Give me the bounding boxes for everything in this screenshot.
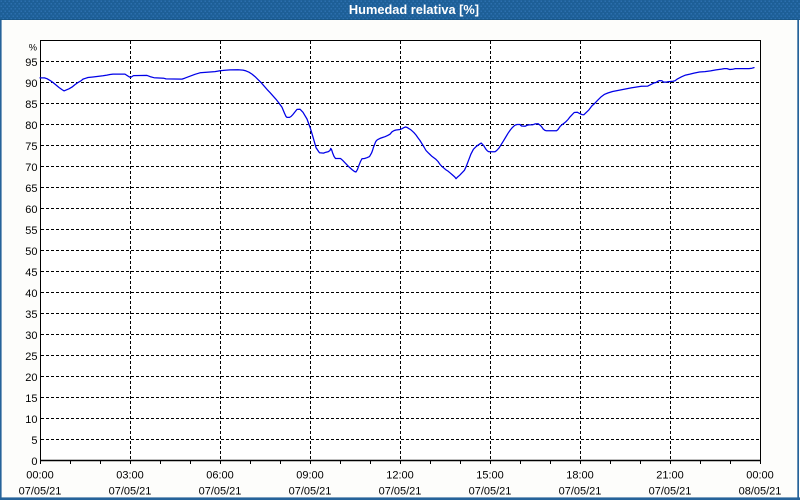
svg-text:03:00: 03:00 xyxy=(116,470,144,482)
svg-text:60: 60 xyxy=(25,204,37,216)
svg-text:00:00: 00:00 xyxy=(746,470,774,482)
svg-text:75: 75 xyxy=(25,141,37,153)
svg-text:00:00: 00:00 xyxy=(26,470,54,482)
svg-text:07/05/21: 07/05/21 xyxy=(289,485,332,497)
svg-text:21:00: 21:00 xyxy=(656,470,684,482)
svg-text:15:00: 15:00 xyxy=(476,470,504,482)
svg-text:07/05/21: 07/05/21 xyxy=(649,485,692,497)
svg-text:12:00: 12:00 xyxy=(386,470,414,482)
svg-text:18:00: 18:00 xyxy=(566,470,594,482)
svg-text:Humedad relativa [%]: Humedad relativa [%] xyxy=(349,2,479,17)
svg-text:07/05/21: 07/05/21 xyxy=(469,485,512,497)
svg-text:85: 85 xyxy=(25,99,37,111)
svg-text:70: 70 xyxy=(25,162,37,174)
svg-text:55: 55 xyxy=(25,225,37,237)
svg-text:07/05/21: 07/05/21 xyxy=(379,485,422,497)
svg-text:0: 0 xyxy=(31,456,37,468)
svg-text:95: 95 xyxy=(25,57,37,69)
svg-text:5: 5 xyxy=(31,435,37,447)
svg-text:25: 25 xyxy=(25,351,37,363)
svg-text:90: 90 xyxy=(25,78,37,90)
svg-text:08/05/21: 08/05/21 xyxy=(739,485,782,497)
svg-text:30: 30 xyxy=(25,330,37,342)
svg-text:35: 35 xyxy=(25,309,37,321)
svg-text:07/05/21: 07/05/21 xyxy=(559,485,602,497)
svg-text:15: 15 xyxy=(25,393,37,405)
svg-text:07/05/21: 07/05/21 xyxy=(19,485,62,497)
svg-text:80: 80 xyxy=(25,120,37,132)
svg-text:09:00: 09:00 xyxy=(296,470,324,482)
svg-text:45: 45 xyxy=(25,267,37,279)
svg-text:%: % xyxy=(29,42,37,52)
svg-text:06:00: 06:00 xyxy=(206,470,234,482)
svg-text:07/05/21: 07/05/21 xyxy=(199,485,242,497)
svg-text:40: 40 xyxy=(25,288,37,300)
svg-text:10: 10 xyxy=(25,414,37,426)
svg-text:50: 50 xyxy=(25,246,37,258)
svg-text:07/05/21: 07/05/21 xyxy=(109,485,152,497)
svg-text:65: 65 xyxy=(25,183,37,195)
svg-text:20: 20 xyxy=(25,372,37,384)
